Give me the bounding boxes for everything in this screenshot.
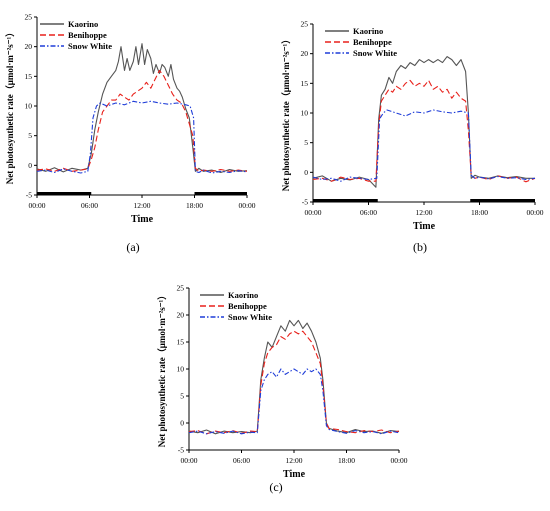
x-tick-label: 18:00 <box>186 201 203 210</box>
y-tick-label: 0 <box>180 419 184 428</box>
x-tick-label: 12:00 <box>285 456 302 465</box>
series-line-benihoppe <box>312 79 536 183</box>
y-tick-label: -5 <box>178 446 184 455</box>
y-tick-label: -5 <box>302 198 308 207</box>
x-tick-label: 00:00 <box>28 201 45 210</box>
x-tick-label: 00:00 <box>390 456 407 465</box>
legend-label: Kaorino <box>228 290 258 300</box>
legend-label: Snow White <box>353 48 397 58</box>
x-tick-label: 18:00 <box>471 208 488 217</box>
x-axis-title: Time <box>131 214 154 225</box>
y-tick-label: 10 <box>25 102 33 111</box>
x-tick-label: 00:00 <box>180 456 197 465</box>
y-axis-title: Net photosynthetic rate（μmol·m⁻²s⁻¹） <box>281 35 291 191</box>
x-tick-label: 00:00 <box>526 208 543 217</box>
x-tick-label: 18:00 <box>338 456 355 465</box>
x-tick-label: 06:00 <box>81 201 98 210</box>
y-tick-label: 5 <box>180 392 184 401</box>
y-tick-label: 15 <box>177 338 185 347</box>
chart-panel-b: -5 0 5 10 15 20 25 00:00 06:00 12:00 18:00 00:00 Tim… <box>281 20 544 255</box>
y-tick-label: 5 <box>304 138 308 147</box>
y-tick-label: 10 <box>177 365 185 374</box>
chart-panel-a: -5 0 5 10 15 20 25 00:00 06:00 12:00 18:00 00:00 Tim… <box>5 13 256 255</box>
y-tick-label: 25 <box>177 284 185 293</box>
series-line-snow-white <box>36 100 248 174</box>
x-tick-label: 00:00 <box>238 201 255 210</box>
x-tick-label: 12:00 <box>133 201 150 210</box>
y-axis-title: Net photosynthetic rate（μmol·m⁻²s⁻¹） <box>5 28 15 184</box>
x-tick-label: 12:00 <box>415 208 432 217</box>
y-tick-label: 0 <box>28 161 32 170</box>
y-tick-label: 0 <box>304 168 308 177</box>
x-axis-title: Time <box>283 469 306 480</box>
y-tick-label: 15 <box>301 79 309 88</box>
legend-label: Benihoppe <box>68 30 107 40</box>
panel-label: (a) <box>126 240 139 254</box>
series-line-kaorino <box>188 319 400 435</box>
legend-label: Snow White <box>228 312 272 322</box>
series-line-kaorino <box>36 43 248 174</box>
y-tick-label: 20 <box>25 42 33 51</box>
series-line-benihoppe <box>36 69 248 172</box>
legend-label: Snow White <box>68 41 112 51</box>
legend-label: Kaorino <box>353 26 383 36</box>
x-axis-title: Time <box>413 221 436 232</box>
legend-label: Benihoppe <box>353 37 392 47</box>
y-axis-title: Net photosynthetic rate（μmol·m⁻²s⁻¹） <box>157 291 167 447</box>
y-tick-label: 20 <box>177 311 185 320</box>
x-tick-label: 06:00 <box>233 456 250 465</box>
panel-label: (b) <box>413 240 427 254</box>
series-line-snow-white <box>312 109 536 182</box>
legend-label: Benihoppe <box>228 301 267 311</box>
y-tick-label: 10 <box>301 109 309 118</box>
y-tick-label: 25 <box>25 13 33 22</box>
series-line-kaorino <box>312 56 535 188</box>
series-line-benihoppe <box>188 330 400 435</box>
y-tick-label: 15 <box>25 72 33 81</box>
legend-label: Kaorino <box>68 19 98 29</box>
y-tick-label: 5 <box>28 131 32 140</box>
y-tick-label: -5 <box>26 191 32 200</box>
y-tick-label: 25 <box>301 20 309 29</box>
panel-label: (c) <box>269 480 282 494</box>
x-tick-label: 06:00 <box>360 208 377 217</box>
x-tick-label: 00:00 <box>304 208 321 217</box>
series-line-snow-white <box>188 368 400 435</box>
y-tick-label: 20 <box>301 49 309 58</box>
chart-panel-c: -5 0 5 10 15 20 25 00:00 06:00 12:00 18:00 00:00 Tim… <box>157 284 408 495</box>
